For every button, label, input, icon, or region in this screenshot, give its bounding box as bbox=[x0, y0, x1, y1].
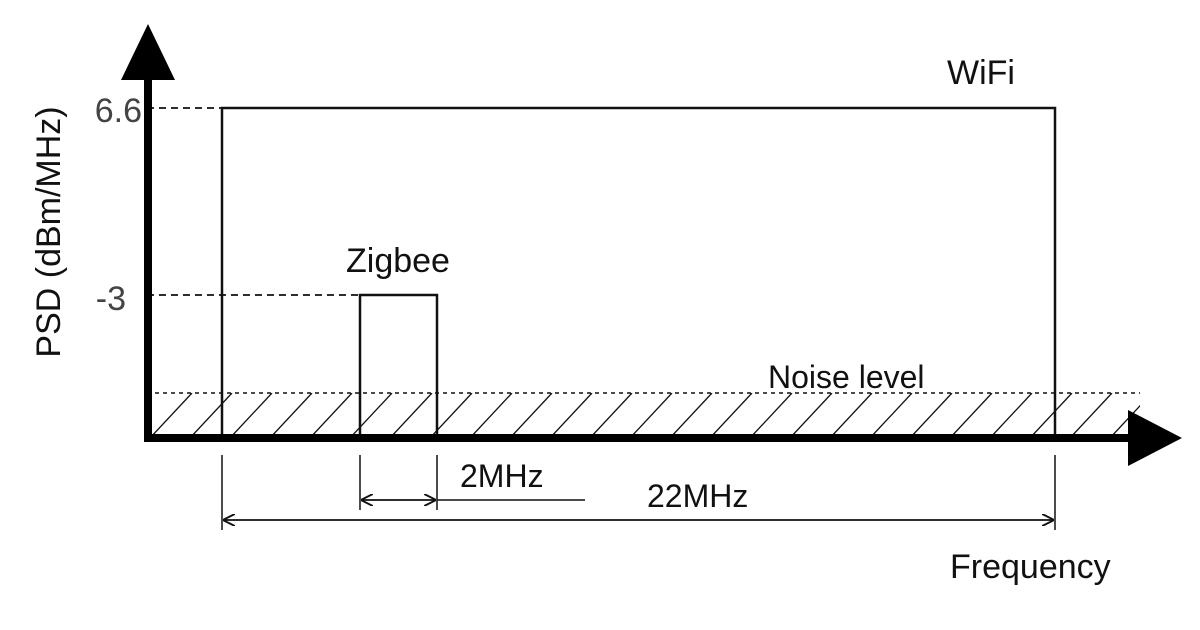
x-axis-label: Frequency bbox=[950, 548, 1111, 586]
noise-hatch-line bbox=[669, 393, 713, 438]
noise-hatch-line bbox=[589, 393, 633, 438]
y-tick-zigbee-level: -3 bbox=[96, 280, 126, 318]
wifi-bandwidth-label: 22MHz bbox=[647, 478, 748, 514]
noise-hatch-line bbox=[989, 393, 1033, 438]
wifi-label: WiFi bbox=[947, 54, 1015, 92]
noise-hatch-line bbox=[469, 393, 513, 438]
zigbee-spectrum bbox=[358, 293, 439, 440]
noise-hatch-line bbox=[309, 393, 353, 438]
noise-hatch-line bbox=[909, 393, 953, 438]
noise-hatch-line bbox=[149, 393, 193, 438]
x-axis-arrowhead bbox=[1128, 410, 1182, 466]
noise-hatch-line bbox=[709, 393, 753, 438]
noise-hatch-line bbox=[1029, 393, 1073, 438]
noise-hatch-line bbox=[549, 393, 593, 438]
noise-hatch-line bbox=[789, 393, 833, 438]
x-axis bbox=[144, 410, 1182, 466]
noise-hatch-line bbox=[269, 393, 313, 438]
noise-hatch-line bbox=[749, 393, 793, 438]
noise-hatch-line bbox=[189, 393, 233, 438]
noise-hatch-line bbox=[629, 393, 673, 438]
y-axis bbox=[121, 24, 175, 442]
y-axis-label: PSD (dBm/MHz) bbox=[30, 106, 68, 357]
noise-hatch-line bbox=[349, 393, 393, 438]
zigbee-bandwidth-label: 2MHz bbox=[460, 458, 544, 494]
noise-hatch bbox=[149, 393, 1140, 438]
noise-band bbox=[147, 392, 1140, 438]
noise-hatch-line bbox=[229, 393, 273, 438]
noise-hatch-line bbox=[829, 393, 873, 438]
y-axis-arrowhead bbox=[121, 24, 175, 80]
noise-hatch-line bbox=[389, 393, 433, 438]
noise-hatch-line bbox=[1069, 393, 1113, 438]
zigbee-label: Zigbee bbox=[346, 242, 450, 280]
noise-hatch-line bbox=[869, 393, 913, 438]
noise-hatch-line bbox=[949, 393, 993, 438]
noise-hatch-line bbox=[509, 393, 553, 438]
y-tick-wifi-level: 6.6 bbox=[95, 92, 142, 130]
noise-level-label: Noise level bbox=[768, 359, 925, 395]
